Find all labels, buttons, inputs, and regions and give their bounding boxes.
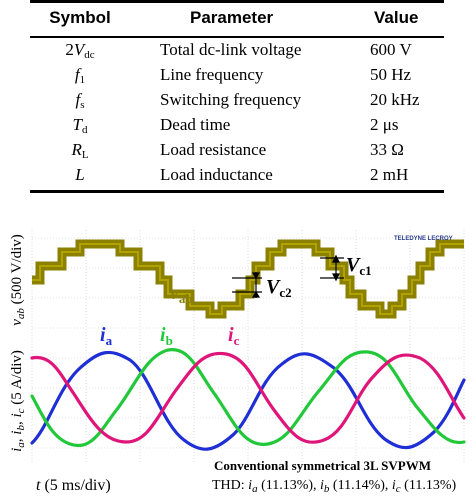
row-parameter: Switching frequency [160, 90, 302, 109]
label-ic: ic [228, 324, 240, 348]
label-vc1: Vc1 [346, 254, 372, 278]
table-row: RL Load resistance 33 Ω [30, 140, 444, 166]
row-symbol: RL [71, 140, 89, 161]
scope-brand-logo: TELEDYNE LECROY [394, 236, 453, 242]
x-axis-label: t (5 ms/div) [36, 477, 111, 494]
header-value: Value [374, 8, 419, 27]
row-value: 50 Hz [370, 65, 412, 84]
label-vc2: Vc2 [266, 276, 292, 300]
ic-waveform [30, 351, 466, 444]
row-symbol: fs [75, 90, 85, 111]
row-symbol: f1 [74, 65, 86, 86]
row-symbol: 2Vdc [65, 40, 95, 61]
header-parameter: Parameter [190, 8, 274, 27]
table-row: f1 Line frequency 50 Hz [30, 65, 444, 91]
row-value: 600 V [370, 40, 412, 59]
y-axis-label-voltage: vab (500 V/div) [9, 234, 27, 326]
row-parameter: Load resistance [160, 140, 267, 159]
row-parameter: Total dc-link voltage [160, 40, 302, 59]
label-ia: ia [100, 324, 113, 348]
ia-waveform [30, 350, 466, 451]
method-caption: Conventional symmetrical 3L SVPWM [214, 458, 432, 473]
vc1-marker [320, 254, 344, 282]
scope-grid [31, 230, 465, 464]
table-row: fs Switching frequency 20 kHz [30, 90, 444, 116]
table-bottom-rule [30, 190, 444, 193]
row-value: 33 Ω [370, 140, 404, 159]
thd-values: THD: ia (11.13%), ib (11.14%), ic (11.13… [212, 478, 457, 495]
y-axis-label-current: ia, ib, ic (5 A/div) [9, 350, 27, 452]
table-row: L Load inductance 2 mH [30, 165, 444, 191]
row-parameter: Dead time [160, 115, 231, 134]
ib-waveform [30, 348, 466, 448]
table-top-rule [30, 0, 444, 3]
table-row: Td Dead time 2 μs [30, 115, 444, 141]
current-waveforms [30, 348, 466, 451]
row-symbol: L [75, 165, 85, 184]
row-symbol: Td [72, 115, 88, 136]
header-symbol: Symbol [49, 8, 111, 27]
vab-waveform [32, 239, 464, 319]
vc2-marker [232, 272, 262, 298]
label-ib: ib [160, 324, 173, 348]
table-header-rule [30, 36, 444, 38]
oscilloscope-capture [30, 230, 466, 464]
row-parameter: Load inductance [160, 165, 273, 184]
row-value: 2 mH [370, 165, 409, 184]
row-value: 20 kHz [370, 90, 420, 109]
label-vab: vab [170, 282, 193, 306]
row-parameter: Line frequency [160, 65, 264, 84]
row-value: 2 μs [370, 115, 399, 134]
table-row: 2Vdc Total dc-link voltage 600 V [30, 40, 444, 66]
